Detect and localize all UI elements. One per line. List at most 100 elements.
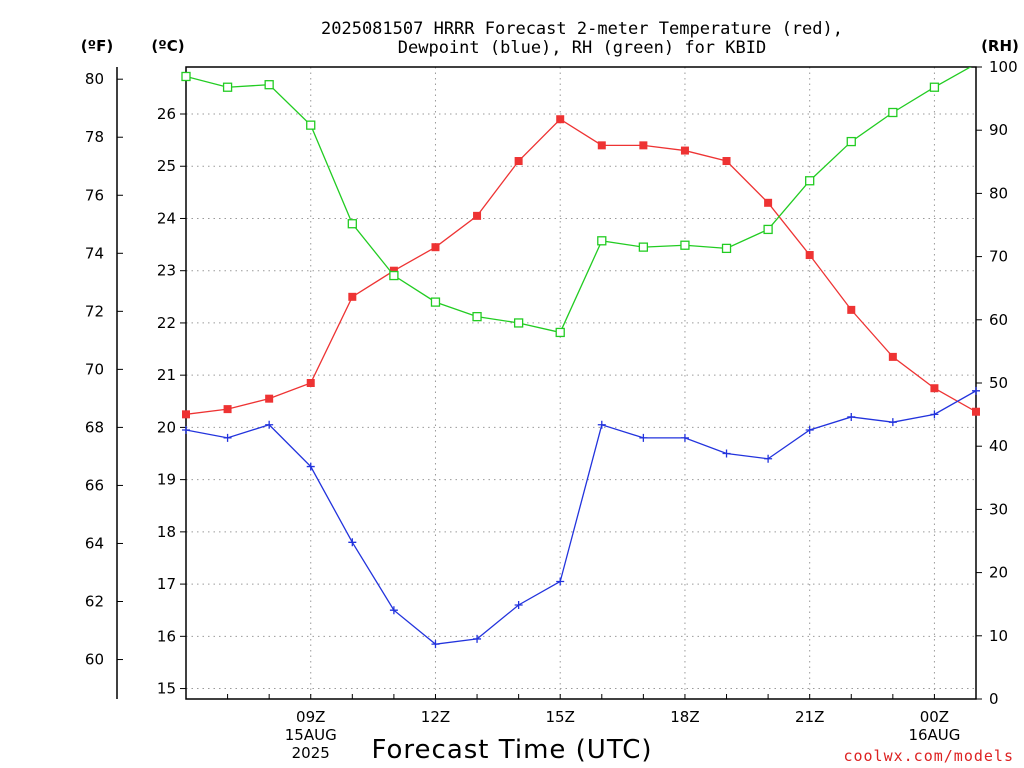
- dewpoint-point: [223, 433, 232, 442]
- temperature-point: [930, 384, 939, 393]
- celsius-tick-label: 15: [157, 680, 176, 698]
- rh-point: [222, 82, 233, 92]
- x-tick-label: 09Z 15AUG 2025: [285, 708, 337, 762]
- x-tick-label: 12Z: [421, 708, 450, 726]
- celsius-unit-label: (ºC): [151, 37, 184, 55]
- rh-point: [597, 236, 607, 246]
- fahrenheit-tick-label: 72: [85, 302, 104, 320]
- temperature-point: [223, 405, 232, 414]
- fahrenheit-tick-label: 60: [85, 651, 104, 669]
- dewpoint-point: [888, 418, 897, 427]
- rh-point: [721, 243, 732, 254]
- temperature-point: [972, 407, 980, 416]
- temperature-point: [597, 141, 606, 150]
- axes: 15 16 17 18 19 20 21 22 23 24 25 26 60 62 64 66 68 70 72 74…: [85, 58, 1018, 762]
- dewpoint-point: [431, 640, 440, 649]
- rh-tick-label: 100: [989, 58, 1018, 76]
- fahrenheit-unit-label: (ºF): [81, 37, 113, 55]
- rh-tick-label: 70: [989, 248, 1008, 266]
- x-tick-label: 18Z: [670, 708, 699, 726]
- temperature-point: [348, 292, 357, 301]
- x-tick-label: 00Z 16AUG: [908, 708, 960, 744]
- temperature-point: [514, 157, 523, 166]
- rh-point: [888, 107, 898, 118]
- celsius-tick-label: 24: [157, 209, 176, 227]
- plot-frame: [185, 66, 977, 700]
- rh-unit-label: (RH): [981, 37, 1019, 55]
- temperature-point: [389, 266, 398, 275]
- fahrenheit-tick-label: 70: [85, 360, 104, 378]
- temperature-point: [182, 410, 190, 419]
- credit-link[interactable]: coolwx.com/models: [843, 747, 1014, 765]
- celsius-tick-label: 19: [157, 471, 176, 489]
- x-tick-label: 21Z: [795, 708, 824, 726]
- rh-point: [846, 136, 856, 147]
- dewpoint-point: [182, 426, 190, 435]
- chart-subtitle: Dewpoint (blue), RH (green) for KBID: [398, 38, 766, 58]
- celsius-tick-label: 18: [157, 523, 176, 541]
- rh-point: [680, 240, 690, 250]
- dewpoint-point: [805, 426, 814, 435]
- temperature-point: [556, 115, 565, 124]
- rh-tick-label: 60: [989, 311, 1008, 329]
- rh-tick-label: 50: [989, 374, 1008, 392]
- celsius-tick-label: 26: [157, 105, 176, 123]
- temperature-point: [805, 251, 814, 260]
- temperature-point: [888, 352, 897, 361]
- rh-point: [763, 224, 773, 235]
- fahrenheit-tick-label: 66: [85, 476, 104, 494]
- dewpoint-point: [265, 420, 274, 429]
- rh-line: [186, 67, 972, 334]
- rh-point: [513, 318, 524, 328]
- temperature-point: [306, 379, 315, 387]
- rh-point: [347, 219, 357, 229]
- dewpoint-point: [473, 634, 482, 643]
- rh-point: [805, 176, 815, 186]
- fahrenheit-tick-label: 62: [85, 593, 104, 611]
- celsius-tick-label: 23: [157, 262, 176, 280]
- dewpoint-point: [514, 600, 523, 609]
- rh-point: [638, 242, 649, 252]
- dewpoint-line: [186, 390, 976, 645]
- rh-tick-label: 90: [989, 121, 1008, 139]
- dewpoint-point: [348, 538, 357, 547]
- x-tick-label: 15Z: [546, 708, 575, 726]
- dewpoint-point: [556, 577, 565, 586]
- celsius-tick-label: 25: [157, 157, 176, 175]
- rh-point: [472, 311, 482, 322]
- rh-point: [181, 71, 191, 82]
- rh-tick-label: 80: [989, 184, 1008, 202]
- rh-point: [555, 327, 565, 338]
- fahrenheit-tick-label: 74: [85, 244, 104, 262]
- celsius-tick-label: 21: [157, 366, 176, 384]
- dewpoint-point: [639, 433, 648, 442]
- fahrenheit-tick-label: 64: [85, 534, 104, 552]
- series-lines: [181, 67, 980, 649]
- celsius-tick-label: 20: [157, 418, 176, 436]
- temperature-point: [764, 198, 773, 207]
- rh-point: [389, 270, 399, 281]
- dewpoint-point: [722, 449, 731, 458]
- temperature-point: [431, 243, 440, 252]
- dewpoint-point: [680, 433, 689, 442]
- rh-point: [430, 297, 441, 307]
- rh-point: [929, 82, 940, 92]
- grid-lines: [186, 67, 976, 699]
- temperature-point: [680, 146, 689, 155]
- temperature-line: [186, 118, 976, 415]
- temperature-point: [473, 211, 482, 220]
- chart-title: 2025081507 HRRR Forecast 2-meter Tempera…: [321, 19, 843, 39]
- dewpoint-point: [764, 454, 773, 463]
- temperature-point: [847, 305, 856, 314]
- dewpoint-point: [930, 410, 939, 419]
- fahrenheit-tick-label: 78: [85, 128, 104, 146]
- title-block: 2025081507 HRRR Forecast 2-meter Tempera…: [321, 19, 843, 58]
- temperature-point: [722, 157, 731, 166]
- dewpoint-point: [306, 462, 315, 471]
- rh-tick-label: 40: [989, 437, 1008, 455]
- dewpoint-point: [972, 386, 980, 395]
- rh-tick-label: 20: [989, 564, 1008, 582]
- fahrenheit-tick-label: 80: [85, 70, 104, 88]
- rh-point: [264, 80, 274, 90]
- rh-tick-label: 10: [989, 627, 1008, 645]
